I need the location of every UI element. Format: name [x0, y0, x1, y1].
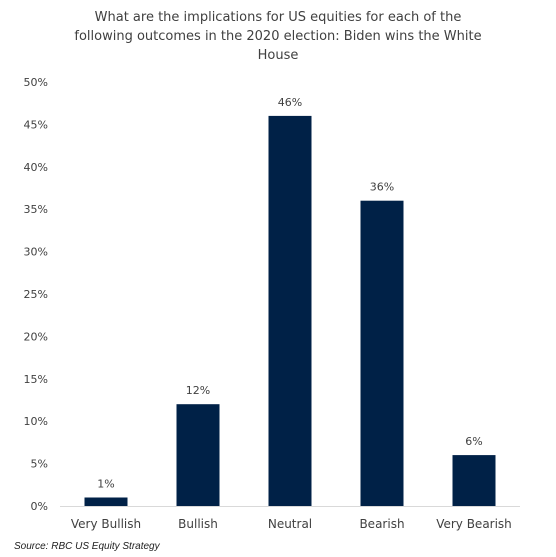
y-tick-label: 45% [24, 118, 48, 131]
y-tick-label: 10% [24, 415, 48, 428]
data-label: 6% [465, 435, 482, 448]
y-tick-label: 0% [31, 500, 48, 513]
chart-title: What are the implications for US equitie… [74, 10, 481, 63]
bar [84, 497, 128, 506]
y-tick-label: 15% [24, 373, 48, 386]
category-label: Bullish [178, 517, 218, 531]
bar [268, 115, 312, 507]
bar [452, 455, 496, 506]
y-tick-label: 35% [24, 203, 48, 216]
y-tick-label: 40% [24, 161, 48, 174]
chart-title-line: following outcomes in the 2020 election:… [74, 29, 481, 44]
bars [84, 115, 496, 507]
data-label: 12% [186, 384, 210, 397]
category-label: Bearish [359, 517, 404, 531]
y-tick-label: 20% [24, 330, 48, 343]
bar [176, 404, 220, 506]
category-labels: Very Bullish Bullish Neutral Bearish Very Be… [71, 517, 512, 531]
source-note: Source: RBC US Equity Strategy [14, 541, 160, 552]
category-label: Very Bullish [71, 517, 141, 531]
y-axis-ticks: 0% 5% 10% 15% 20% 25% 30% 35% 40% 45% 50% [24, 76, 48, 513]
data-labels: 1% 12% 46% 36% 6% [97, 96, 482, 491]
data-label: 36% [370, 181, 394, 194]
chart-title-line: What are the implications for US equitie… [95, 10, 462, 25]
chart-title-line: House [258, 48, 299, 63]
y-tick-label: 30% [24, 246, 48, 259]
y-tick-label: 50% [24, 76, 48, 89]
data-label: 1% [97, 478, 114, 491]
bar [360, 200, 404, 506]
category-label: Very Bearish [436, 517, 512, 531]
category-label: Neutral [268, 517, 312, 531]
y-tick-label: 5% [31, 458, 48, 471]
data-label: 46% [278, 96, 302, 109]
y-tick-label: 25% [24, 288, 48, 301]
